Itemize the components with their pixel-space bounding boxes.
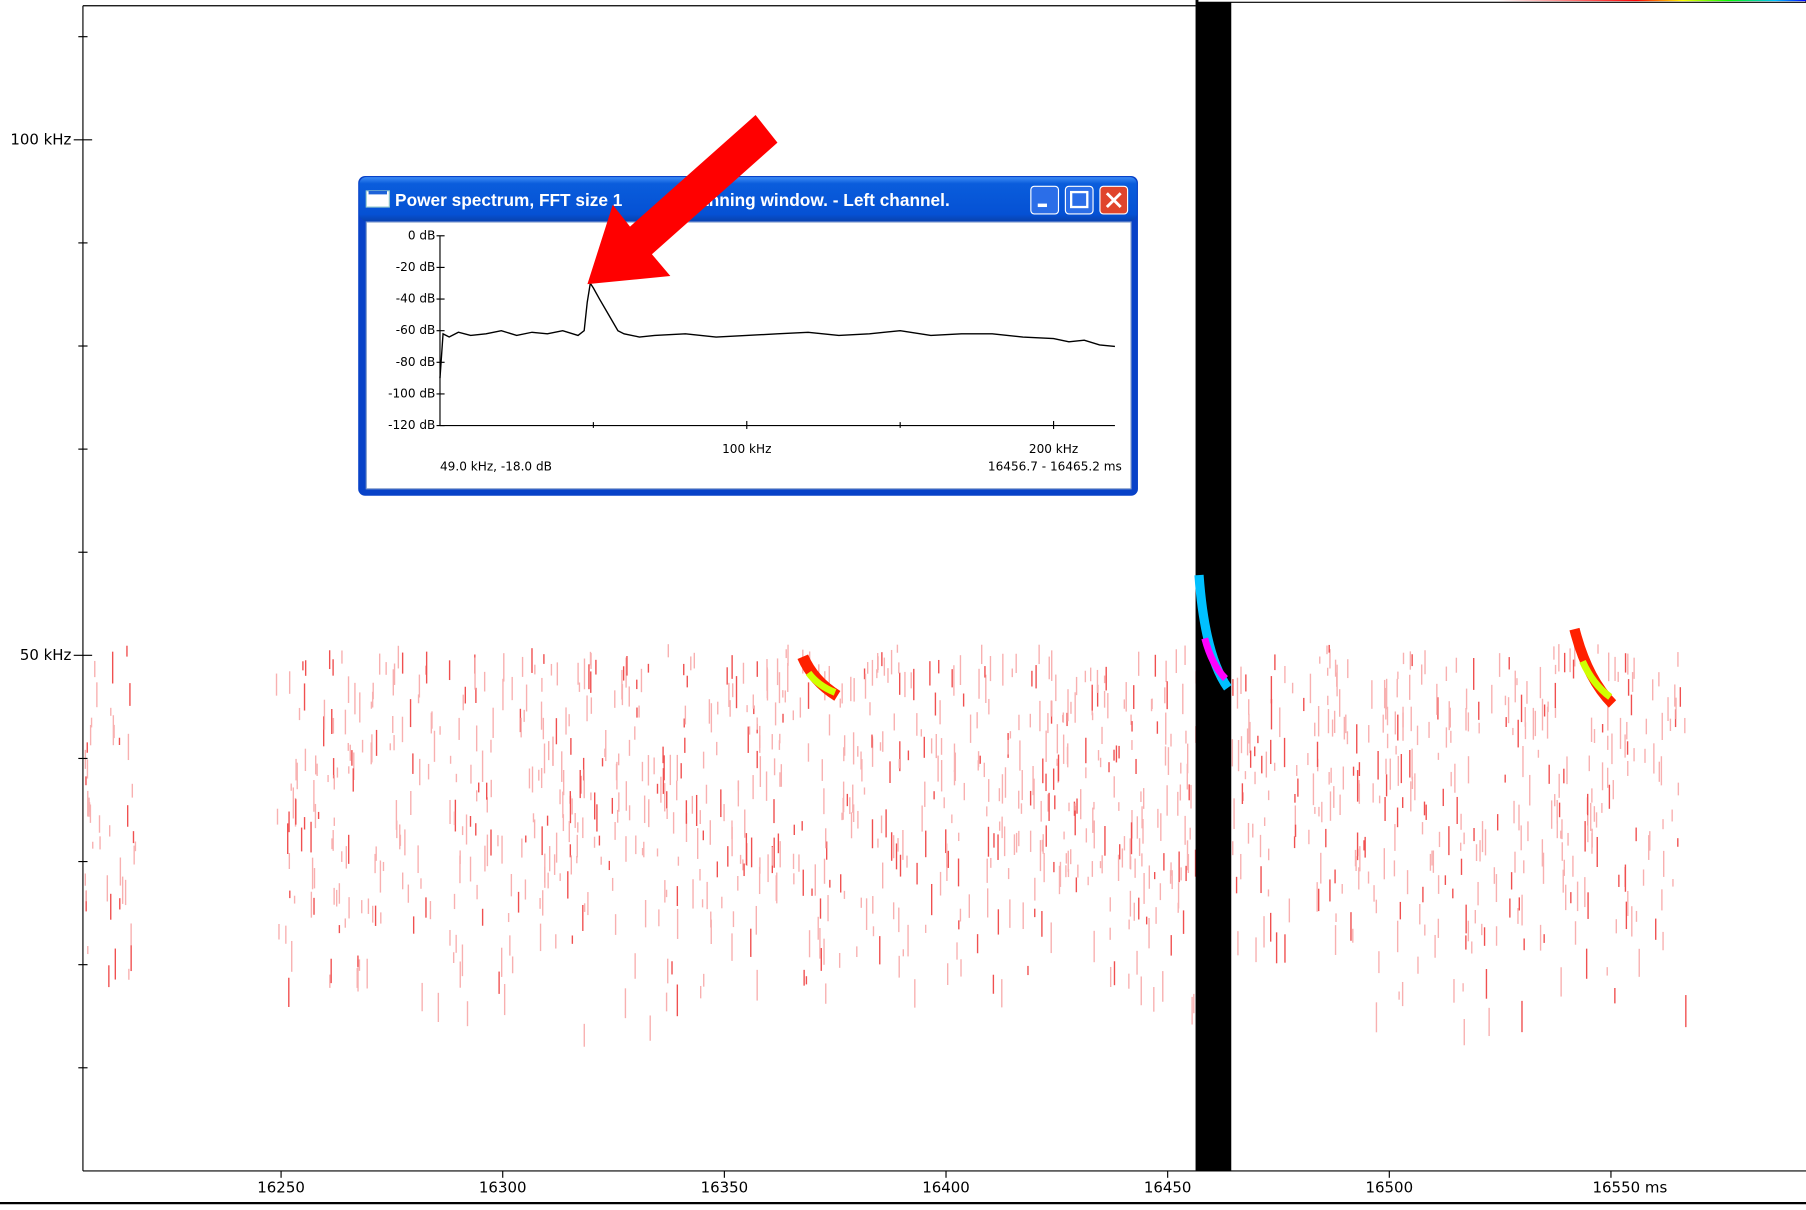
spectrum-window[interactable]: Power spectrum, FFT size 1 anning window… [358, 176, 1138, 496]
maximize-button[interactable] [1065, 186, 1093, 214]
x-tick-label: 16450 [1144, 1179, 1192, 1197]
y-tick-label: 50 kHz [20, 646, 72, 664]
x-tick-label: 16400 [922, 1179, 970, 1197]
x-tick-label: 16550 ms [1593, 1179, 1668, 1197]
cursor-readout: 49.0 kHz, -18.0 dB [440, 459, 552, 473]
spectrogram-noise [85, 644, 1686, 1047]
window-title: Power spectrum, FFT size 1 [395, 190, 623, 210]
x-tick-label: 100 kHz [722, 442, 771, 456]
color-scale [1497, 0, 1806, 1]
y-tick-label: 100 kHz [10, 130, 71, 148]
x-tick-label: 16250 [257, 1179, 305, 1197]
bat-call [1574, 629, 1612, 704]
x-tick-label: 200 kHz [1029, 442, 1078, 456]
y-tick-label: -120 dB [388, 418, 435, 432]
y-tick-label: 0 dB [408, 228, 436, 242]
window-title: anning window. - Left channel. [699, 190, 950, 210]
x-tick-label: 16350 [701, 1179, 749, 1197]
close-button[interactable] [1100, 186, 1128, 214]
spectrogram-view: 100 kHz 50 kHz 16250 16300 16350 16400 16450 16… [0, 0, 1806, 1210]
page: 100 kHz 50 kHz 16250 16300 16350 16400 16450 16… [0, 0, 1806, 1210]
time-range: 16456.7 - 16465.2 ms [988, 459, 1122, 473]
x-tick-label: 16500 [1366, 1179, 1414, 1197]
y-tick-label: -60 dB [396, 323, 436, 337]
x-tick-label: 16300 [479, 1179, 527, 1197]
y-tick-label: -40 dB [396, 292, 436, 306]
window-icon-bar [369, 191, 387, 194]
minimize-button[interactable] [1031, 186, 1059, 214]
y-tick-label: -100 dB [388, 386, 435, 400]
y-tick-label: -20 dB [396, 260, 436, 274]
y-tick-label: -80 dB [396, 355, 436, 369]
